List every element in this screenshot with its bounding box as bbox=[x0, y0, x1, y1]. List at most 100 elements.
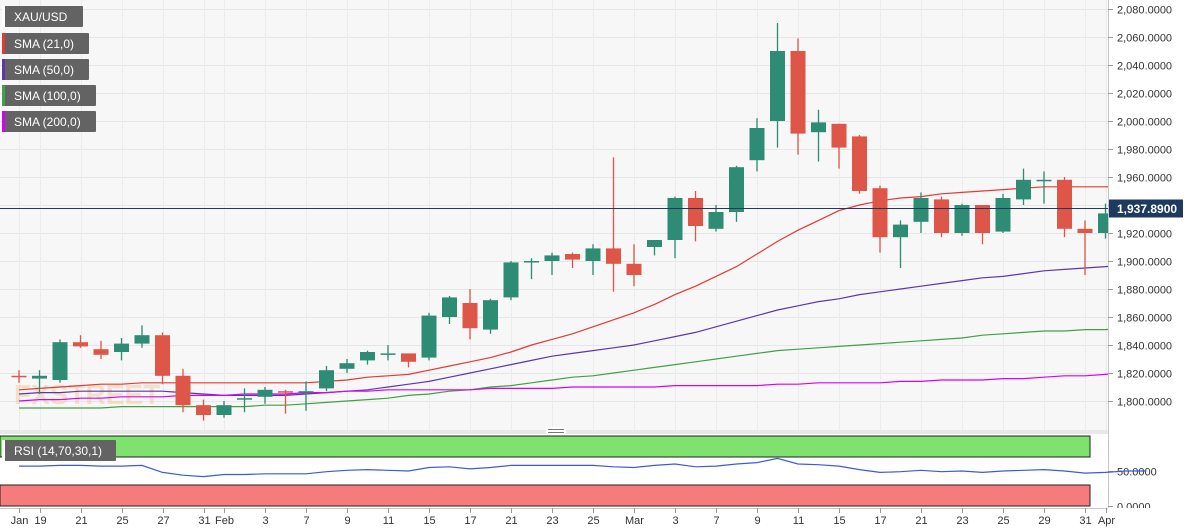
legend-item-box bbox=[2, 33, 89, 54]
legend-item[interactable]: SMA (200,0) bbox=[2, 111, 96, 132]
candle bbox=[790, 38, 806, 155]
candle bbox=[893, 220, 908, 268]
candle bbox=[811, 109, 826, 162]
legend-item-swatch bbox=[2, 33, 5, 54]
candle bbox=[1016, 168, 1031, 205]
candle bbox=[11, 370, 27, 383]
rsi-legend[interactable]: RSI (14,70,30,1) bbox=[2, 440, 116, 461]
legend-item-label: SMA (200,0) bbox=[14, 115, 81, 129]
candle bbox=[360, 350, 375, 365]
candle bbox=[544, 252, 560, 275]
price-tick-label: 2,040.0000 bbox=[1117, 61, 1172, 73]
candle bbox=[462, 289, 478, 340]
watermark: FXSTREET bbox=[14, 379, 160, 410]
candle bbox=[401, 353, 416, 368]
time-axis-ticks: Jan 19 21 25 27 31 Feb 3 7 9 11 15 17 21 23 25 Mar 3 7 9 11 1… bbox=[11, 508, 1115, 527]
legend-symbol[interactable]: XAU/USD bbox=[2, 6, 83, 27]
candle-body bbox=[237, 398, 252, 400]
candle-body bbox=[585, 248, 601, 261]
price-tick-label: 2,060.0000 bbox=[1117, 33, 1172, 45]
time-tick-label: Feb bbox=[215, 515, 234, 527]
candle-body bbox=[852, 136, 867, 191]
candle bbox=[606, 157, 621, 292]
time-tick-label: 25 bbox=[997, 515, 1009, 527]
candle bbox=[298, 381, 314, 411]
candle bbox=[1077, 220, 1093, 275]
candle-body bbox=[442, 297, 457, 317]
price-grid bbox=[0, 9, 1108, 402]
candle bbox=[729, 165, 744, 222]
time-tick-label: 11 bbox=[793, 515, 804, 527]
price-tick-label: 1,900.0000 bbox=[1117, 257, 1172, 269]
panel-resize-handle[interactable] bbox=[546, 427, 566, 435]
candle-body bbox=[298, 391, 314, 393]
legend-item[interactable]: SMA (50,0) bbox=[2, 59, 89, 80]
legend-item-label: SMA (50,0) bbox=[14, 63, 74, 77]
time-tick-label: 19 bbox=[34, 515, 46, 527]
time-tick-label: Jan bbox=[11, 515, 29, 527]
candle-body bbox=[73, 342, 88, 347]
time-tick-label: 3 bbox=[262, 515, 268, 527]
time-tick-label: 25 bbox=[116, 515, 128, 527]
candle-body bbox=[134, 335, 150, 344]
candle bbox=[278, 389, 293, 414]
price-tick-label: 1,840.0000 bbox=[1117, 341, 1172, 353]
candle-body bbox=[421, 315, 437, 358]
candle-body bbox=[1057, 179, 1072, 229]
time-tick-label: 27 bbox=[157, 515, 169, 527]
time-tick-label: 7 bbox=[713, 515, 719, 527]
candle bbox=[585, 244, 601, 275]
price-tick-label: 1,820.0000 bbox=[1117, 369, 1172, 381]
legend-item[interactable]: SMA (21,0) bbox=[2, 33, 89, 54]
candle-body bbox=[708, 212, 724, 229]
candle-body bbox=[216, 405, 232, 415]
rsi-legend-label: RSI (14,70,30,1) bbox=[14, 444, 102, 458]
candle bbox=[73, 335, 88, 348]
candle bbox=[52, 339, 68, 383]
candle-body bbox=[524, 261, 539, 263]
candle bbox=[319, 366, 334, 392]
candle-body bbox=[155, 335, 170, 376]
candle-body bbox=[196, 405, 211, 415]
time-tick-label: Mar bbox=[625, 515, 644, 527]
legend-item-box bbox=[2, 111, 96, 132]
time-tick-label: 21 bbox=[915, 515, 927, 527]
price-tick-label: 2,020.0000 bbox=[1117, 89, 1172, 101]
legend-item-label: SMA (21,0) bbox=[14, 37, 74, 51]
legend-symbol-label: XAU/USD bbox=[14, 10, 68, 24]
candle-body bbox=[872, 188, 888, 238]
price-tick-label: 1,860.0000 bbox=[1117, 313, 1172, 325]
candle-body bbox=[975, 205, 990, 233]
last-price-label: 1,937.8900 bbox=[1117, 202, 1177, 216]
legend-item[interactable]: SMA (100,0) bbox=[2, 85, 96, 106]
rsi-oversold-zone bbox=[0, 484, 1091, 507]
candle-body bbox=[175, 375, 191, 406]
candle-body bbox=[995, 198, 1011, 232]
candle bbox=[749, 118, 765, 172]
candle bbox=[237, 388, 252, 413]
candle-body bbox=[93, 349, 109, 355]
price-tick-label: 1,800.0000 bbox=[1117, 397, 1172, 409]
sma-line bbox=[18, 371, 1147, 402]
candle bbox=[647, 240, 662, 256]
candle bbox=[503, 261, 519, 301]
candle-body bbox=[749, 128, 765, 161]
legend-item-swatch bbox=[2, 59, 5, 80]
time-tick-label: 17 bbox=[464, 515, 476, 527]
candle-body bbox=[688, 198, 703, 226]
candle bbox=[852, 135, 867, 194]
candle bbox=[442, 296, 457, 324]
legend-item-swatch bbox=[2, 111, 5, 132]
time-tick-label: 29 bbox=[1038, 515, 1050, 527]
rsi-tick-label: 50.0000 bbox=[1117, 467, 1157, 479]
candle bbox=[421, 312, 437, 361]
time-tick-label: 7 bbox=[303, 515, 309, 527]
sma-line bbox=[18, 186, 1147, 391]
time-tick-label: 25 bbox=[587, 515, 599, 527]
candle bbox=[770, 23, 785, 148]
price-tick-label: 1,960.0000 bbox=[1117, 173, 1172, 185]
time-tick-label: 15 bbox=[423, 515, 435, 527]
time-tick-label: 17 bbox=[874, 515, 886, 527]
